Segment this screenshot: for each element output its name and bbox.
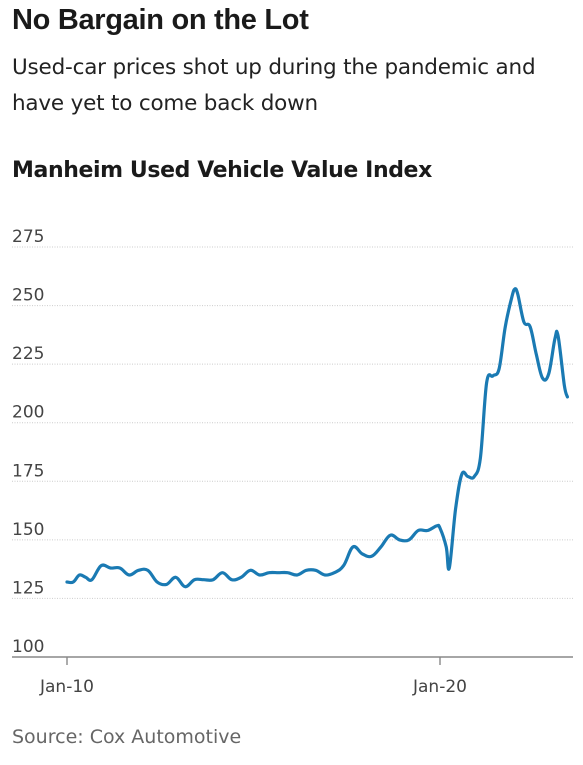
y-tick-label: 275	[12, 227, 44, 247]
chart-headline: No Bargain on the Lot	[12, 4, 309, 36]
y-tick-label: 125	[12, 578, 44, 598]
x-tick-label: Jan-10	[39, 677, 94, 697]
y-tick-label: 175	[12, 461, 44, 481]
chart-title: Manheim Used Vehicle Value Index	[12, 158, 432, 183]
chart-subheadline: Used-car prices shot up during the pande…	[12, 55, 536, 116]
x-tick-label: Jan-20	[412, 677, 467, 697]
source-note: Source: Cox Automotive	[12, 726, 242, 748]
y-tick-label: 225	[12, 344, 44, 364]
y-tick-label: 200	[12, 403, 44, 423]
y-tick-label: 250	[12, 286, 44, 306]
y-tick-label: 150	[12, 520, 44, 540]
y-tick-label: 100	[12, 637, 44, 657]
series-line	[65, 287, 569, 589]
